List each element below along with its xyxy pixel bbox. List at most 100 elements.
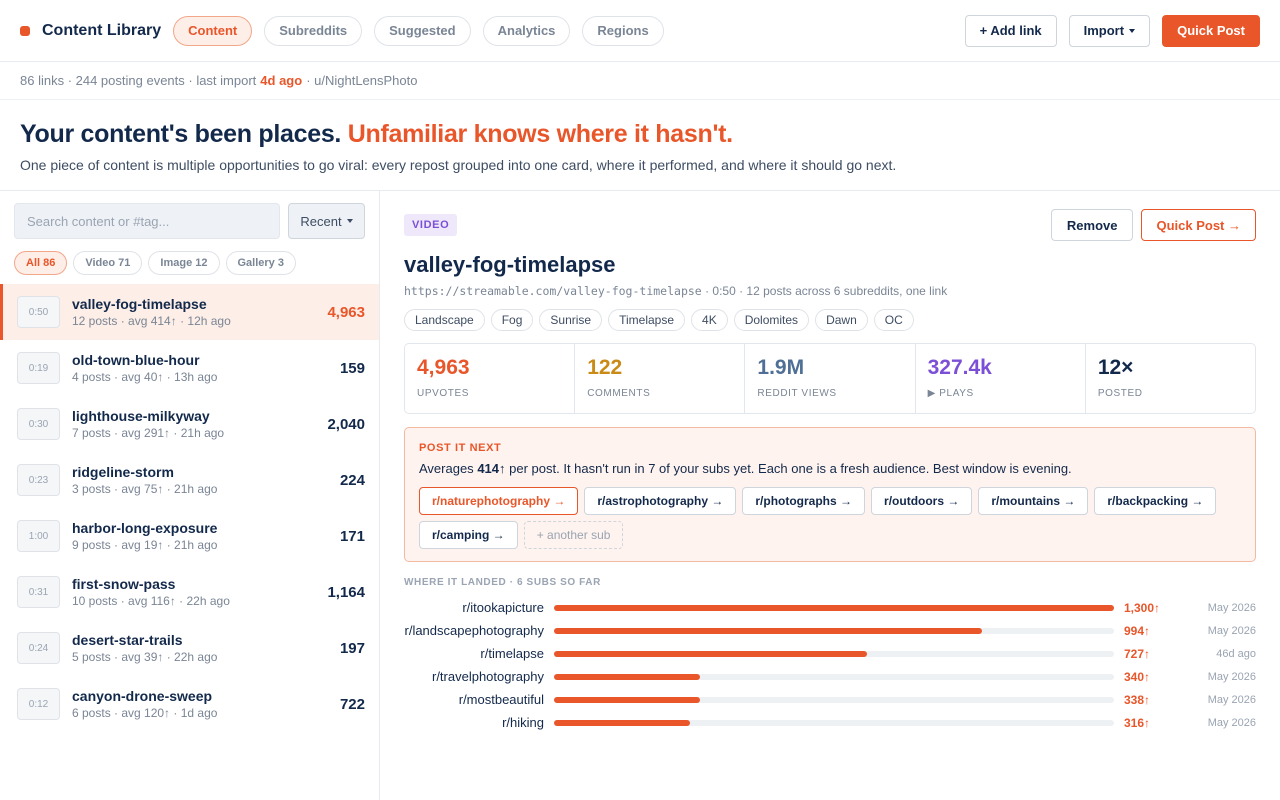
subreddit-suggestion-button[interactable]: r/camping →: [419, 521, 518, 549]
subreddit-suggestion-button[interactable]: r/photographs →: [742, 487, 866, 515]
filter-chip[interactable]: Gallery 3: [225, 251, 296, 275]
filter-chip[interactable]: Image 12: [148, 251, 220, 275]
type-filters: All 86 Video 71 Image 12 Gallery 3: [0, 239, 379, 275]
landed-subreddit[interactable]: r/mostbeautiful: [458, 692, 544, 707]
landed-bar-track: [554, 673, 1114, 680]
landed-bar-track: [554, 627, 1114, 634]
import-label: Import: [1083, 23, 1125, 38]
list-item[interactable]: 0:24 desert-star-trails 5 posts · avg 39↑ …: [0, 620, 379, 676]
landed-date: May 2026: [1207, 693, 1256, 706]
list-item-title: old-town-blue-hour: [72, 352, 200, 368]
tab-regions[interactable]: Regions: [582, 15, 664, 46]
subreddit-suggestion-button[interactable]: r/outdoors →: [871, 487, 973, 515]
list-item-meta: 10 posts · avg 116↑ · 22h ago: [72, 594, 230, 608]
landed-bar-track: [554, 719, 1114, 726]
landed-row: r/landscapephotography 994↑ May 2026: [404, 619, 1257, 642]
tag-chip[interactable]: Landscape: [404, 309, 485, 331]
landed-subreddit[interactable]: r/landscapephotography: [404, 623, 545, 638]
search-row: Recent: [0, 191, 379, 239]
suggested-subs: r/naturephotography → r/astrophotography …: [419, 487, 1239, 555]
list-item[interactable]: 0:50 valley-fog-timelapse 12 posts · avg 4…: [0, 284, 379, 340]
list-item-text: valley-fog-timelapse 12 posts · avg 414↑ …: [72, 296, 327, 328]
landed-bar: [554, 627, 983, 634]
last-import-time: 4d ago: [260, 73, 303, 88]
chevron-down-icon: [346, 219, 353, 223]
list-item-text: first-snow-pass 10 posts · avg 116↑ · 22h…: [72, 576, 327, 608]
tag-chip[interactable]: Fog: [490, 309, 534, 331]
tag-chip[interactable]: 4K: [691, 309, 728, 331]
content-url[interactable]: https://streamable.com/valley-fog-timela…: [404, 284, 702, 298]
detail-actions: Remove Quick Post →: [1050, 209, 1256, 241]
add-sub-button[interactable]: + another sub: [523, 521, 624, 549]
list-item[interactable]: 0:23 ridgeline-storm 3 posts · avg 75↑ · 2…: [0, 452, 379, 508]
stat-label: UPVOTES: [417, 388, 469, 399]
list-item-meta: 7 posts · avg 291↑ · 21h ago: [72, 426, 225, 440]
subreddit-suggestion-button[interactable]: r/mountains →: [978, 487, 1089, 515]
subreddit-suggestion-button[interactable]: r/naturephotography →: [419, 487, 579, 515]
tab-content[interactable]: Content: [173, 15, 253, 46]
list-item-score: 722: [339, 695, 365, 713]
filter-chip[interactable]: Video 71: [73, 251, 143, 275]
list-item-text: lighthouse-milkyway 7 posts · avg 291↑ · …: [72, 408, 327, 440]
list-item-meta: 6 posts · avg 120↑ · 1d ago: [72, 706, 218, 720]
stat-value: 122: [587, 356, 623, 379]
tag-chip[interactable]: Dolomites: [733, 309, 810, 331]
list-item-meta: 12 posts · avg 414↑ · 12h ago: [72, 314, 231, 328]
list-item[interactable]: 0:30 lighthouse-milkyway 7 posts · avg 291…: [0, 396, 379, 452]
stat-value: 12×: [1097, 356, 1134, 379]
list-item-meta: 3 posts · avg 75↑ · 21h ago: [72, 482, 218, 496]
tab-subreddits[interactable]: Subreddits: [264, 15, 363, 46]
list-item[interactable]: 0:12 canyon-drone-sweep 6 posts · avg 120↑…: [0, 676, 379, 732]
tab-analytics[interactable]: Analytics: [482, 15, 571, 46]
subreddit-suggestion-button[interactable]: r/astrophotography →: [584, 487, 737, 515]
video-thumbnail: 0:24: [17, 632, 60, 664]
list-item-title: first-snow-pass: [72, 576, 176, 592]
stat-label: REDDIT VIEWS: [757, 388, 837, 399]
landed-subreddit[interactable]: r/travelphotography: [431, 669, 544, 684]
list-item-meta: 4 posts · avg 40↑ · 13h ago: [72, 370, 218, 384]
tag-chip[interactable]: Dawn: [815, 309, 868, 331]
landed-date: May 2026: [1207, 601, 1256, 614]
list-item[interactable]: 1:00 harbor-long-exposure 9 posts · avg 19…: [0, 508, 379, 564]
video-thumbnail: 0:19: [17, 352, 60, 384]
stat-upvotes: 4,963 UPVOTES: [405, 344, 576, 413]
sort-select[interactable]: Recent: [288, 203, 365, 239]
search-input[interactable]: [14, 203, 280, 239]
stat-label: COMMENTS: [587, 388, 651, 399]
detail-quick-post-button[interactable]: Quick Post →: [1141, 209, 1256, 241]
logo-icon: [20, 25, 30, 36]
chevron-down-icon: [1129, 28, 1136, 33]
add-link-button[interactable]: + Add link: [964, 14, 1057, 47]
summary-bar: 86 links · 244 posting events · last imp…: [0, 62, 1280, 100]
tab-suggested[interactable]: Suggested: [374, 15, 471, 46]
landed-bar: [554, 604, 1114, 611]
pin-average: 414↑: [477, 461, 506, 476]
tag-chip[interactable]: Sunrise: [539, 309, 603, 331]
list-item-text: desert-star-trails 5 posts · avg 39↑ · 22…: [72, 632, 340, 664]
landed-subreddit[interactable]: r/hiking: [502, 715, 544, 730]
list-item-text: old-town-blue-hour 4 posts · avg 40↑ · 13…: [72, 352, 340, 384]
list-item[interactable]: 0:19 old-town-blue-hour 4 posts · avg 40↑ …: [0, 340, 379, 396]
video-thumbnail: 1:00: [17, 520, 60, 552]
landed-bar: [554, 673, 701, 680]
subreddit-suggestion-button[interactable]: r/backpacking →: [1094, 487, 1217, 515]
import-button[interactable]: Import: [1068, 14, 1151, 47]
landed-subreddit[interactable]: r/itookapicture: [462, 600, 544, 615]
list-item-text: ridgeline-storm 3 posts · avg 75↑ · 21h a…: [72, 464, 340, 496]
stats-panel: 4,963 UPVOTES 122 COMMENTS 1.9M REDDIT VIEWS 3…: [404, 343, 1256, 414]
top-actions: + Add link Import Quick Post: [953, 14, 1260, 47]
remove-button[interactable]: Remove: [1050, 209, 1134, 241]
filter-chip[interactable]: All 86: [14, 251, 68, 275]
quick-post-button[interactable]: Quick Post: [1162, 14, 1260, 47]
summary-counts: 86 links · 244 posting events · last imp…: [20, 73, 257, 88]
landed-subreddit[interactable]: r/timelapse: [480, 646, 544, 661]
list-item[interactable]: 0:31 first-snow-pass 10 posts · avg 116↑ ·…: [0, 564, 379, 620]
stat-value: 4,963: [417, 356, 470, 379]
list-item-text: harbor-long-exposure 9 posts · avg 19↑ · …: [72, 520, 340, 552]
tag-chip[interactable]: Timelapse: [608, 309, 686, 331]
list-item-score: 4,963: [327, 303, 365, 321]
tag-chip[interactable]: OC: [873, 309, 914, 331]
list-item-title: lighthouse-milkyway: [72, 408, 210, 424]
landed-bar-track: [554, 696, 1114, 703]
